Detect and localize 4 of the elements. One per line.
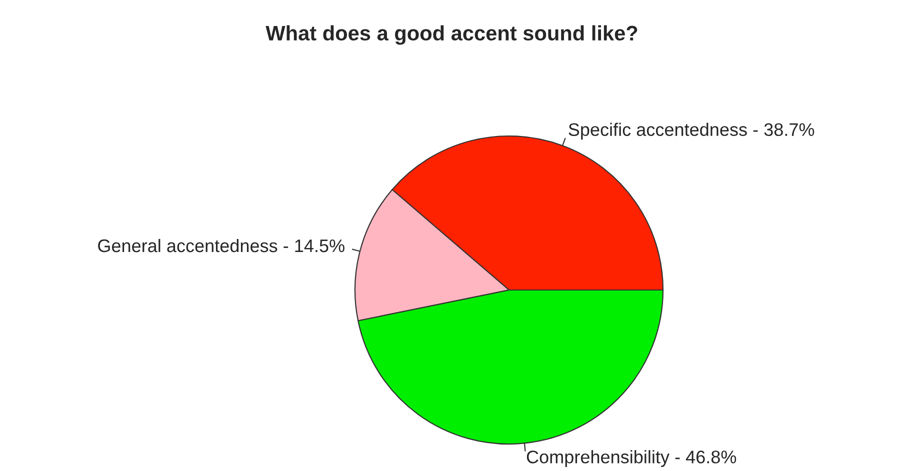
slice-label: Specific accentedness - 38.7% — [568, 122, 814, 140]
slice-label: General accentedness - 14.5% — [98, 238, 344, 252]
chart-title: What does a good accent sound like? — [266, 25, 638, 45]
slice-label: Comprehensibility - 46.8% — [526, 450, 736, 467]
